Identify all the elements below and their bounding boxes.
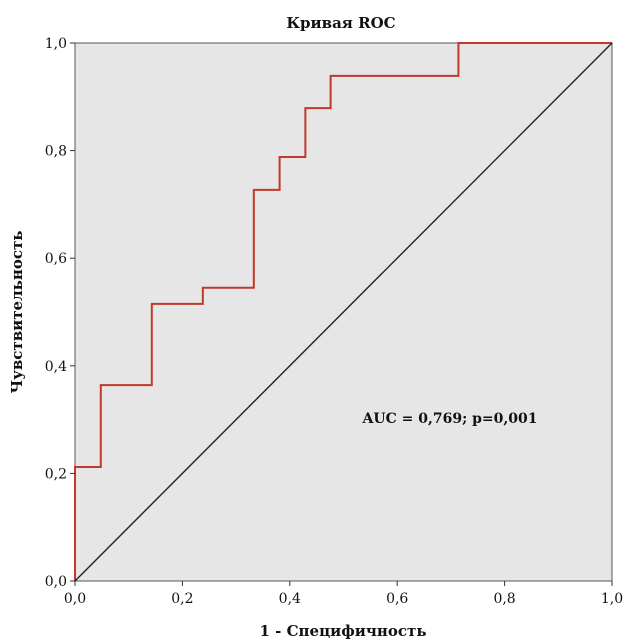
y-tick-label: 0,4 — [45, 359, 67, 375]
x-axis-label: 1 - Специфичность — [260, 622, 427, 640]
roc-curve-line — [74, 42, 612, 581]
y-axis-label: Чувствительность — [8, 231, 26, 394]
y-tick-label: 0,6 — [45, 251, 67, 267]
x-tick-label: 0,6 — [386, 591, 408, 607]
y-tick-label: 1,0 — [45, 36, 67, 52]
y-tick-label: 0,8 — [45, 144, 67, 160]
series-layer — [74, 42, 613, 582]
x-tick-label: 0,8 — [493, 591, 515, 607]
axes-layer: 0,0 0,2 0,4 0,6 0,8 1,0 0,0 0,2 0,4 0,6 0,8 1,0 — [45, 36, 623, 607]
y-tick-label: 0,0 — [45, 574, 67, 590]
reference-diagonal-line — [74, 42, 613, 582]
y-tick-label: 0,2 — [45, 466, 67, 482]
x-tick-label: 0,0 — [64, 591, 86, 607]
x-tick-label: 0,4 — [279, 591, 301, 607]
x-tick-label: 1,0 — [601, 591, 623, 607]
chart-title: Кривая ROC — [286, 14, 395, 32]
auc-annotation: AUC = 0,769; p=0,001 — [362, 411, 538, 427]
x-tick-label: 0,2 — [171, 591, 193, 607]
